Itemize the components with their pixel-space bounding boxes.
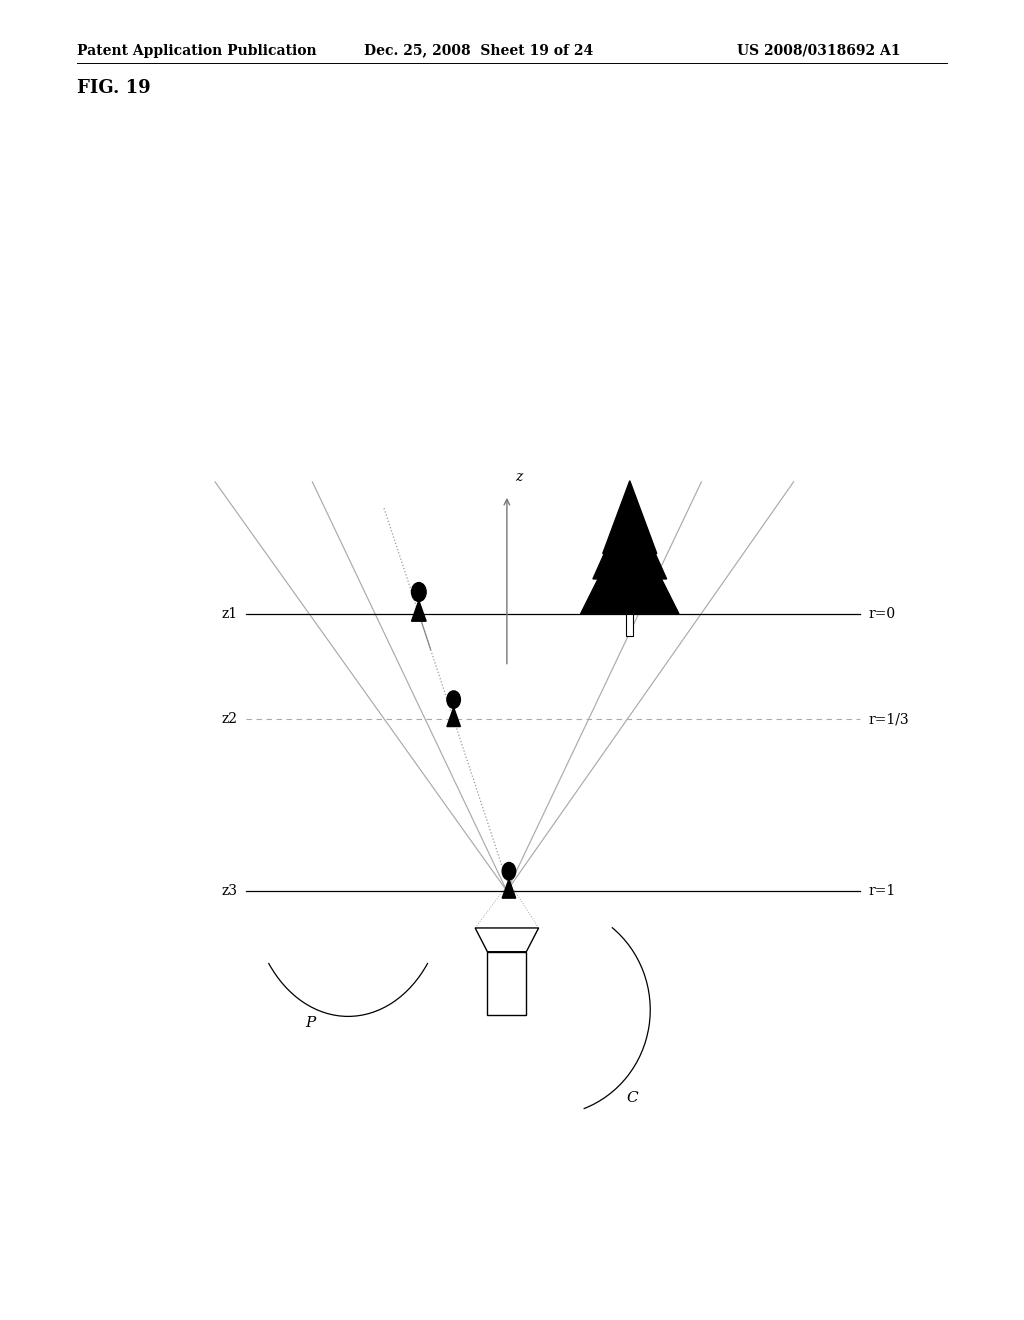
Text: Dec. 25, 2008  Sheet 19 of 24: Dec. 25, 2008 Sheet 19 of 24 [364, 44, 593, 58]
Text: C: C [626, 1092, 638, 1105]
Text: r=0: r=0 [868, 607, 895, 620]
Circle shape [412, 582, 426, 602]
Text: FIG. 19: FIG. 19 [77, 79, 151, 98]
Text: r=1/3: r=1/3 [868, 713, 909, 726]
Polygon shape [475, 928, 539, 952]
Bar [626, 614, 634, 636]
Circle shape [446, 690, 461, 709]
Text: P: P [305, 1016, 315, 1030]
Text: z2: z2 [221, 713, 238, 726]
Polygon shape [412, 601, 426, 622]
Polygon shape [502, 879, 516, 898]
Text: z: z [515, 470, 522, 484]
Polygon shape [603, 480, 656, 553]
Text: Patent Application Publication: Patent Application Publication [77, 44, 316, 58]
Polygon shape [593, 496, 667, 579]
Text: US 2008/0318692 A1: US 2008/0318692 A1 [737, 44, 901, 58]
Text: r=1: r=1 [868, 884, 896, 898]
Circle shape [502, 862, 516, 880]
Polygon shape [581, 516, 679, 614]
Text: z3: z3 [221, 884, 238, 898]
Polygon shape [446, 708, 461, 726]
Bar [487, 952, 526, 1015]
Text: z1: z1 [221, 607, 238, 620]
